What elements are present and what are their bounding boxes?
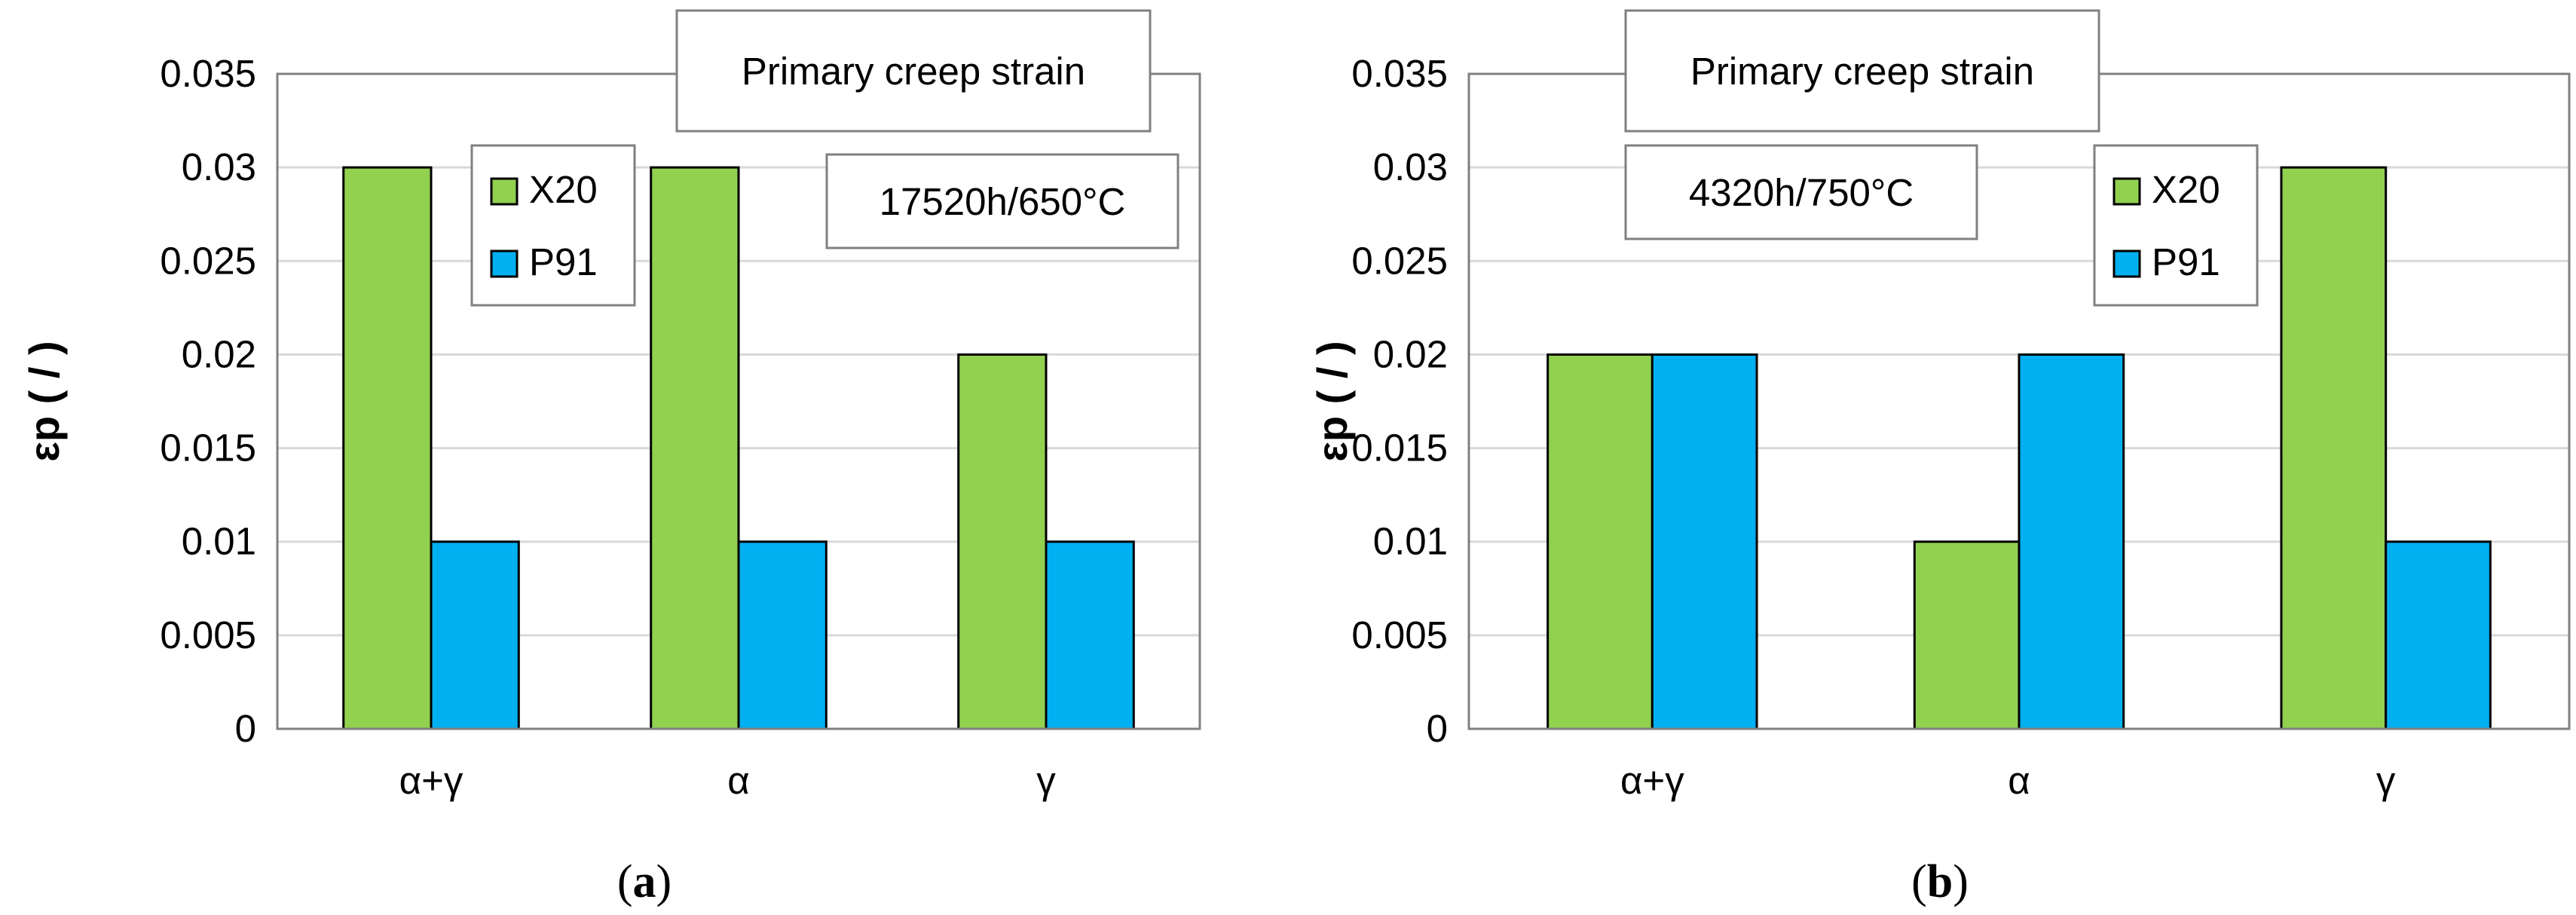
y-tick-label: 0.005	[160, 614, 256, 656]
y-tick-label: 0.015	[160, 427, 256, 470]
bar-x20	[957, 353, 1048, 730]
legend-swatch-x20	[2113, 177, 2141, 206]
y-tick-label: 0.03	[182, 145, 256, 188]
condition-annotation-box: 17520h/650°C	[825, 153, 1179, 249]
bar-x20	[2280, 166, 2388, 730]
panel-label-b: (b)	[1911, 856, 1969, 907]
y-tick-label: 0.01	[1373, 520, 1448, 563]
bar-p91	[1651, 353, 1758, 730]
legend-label-x20: X20	[529, 168, 598, 211]
y-tick-label: 0.025	[160, 239, 256, 282]
panel-label-open-paren: (	[1911, 856, 1927, 907]
bar-p91	[2018, 353, 2125, 730]
condition-annotation-box: 4320h/750°C	[1624, 144, 1978, 240]
legend: X20 P91	[470, 144, 636, 307]
y-tick-label: 0.035	[1351, 52, 1448, 95]
chart-panel-a: 0 0.005 0.01 0.015 0.02 0.025 0.03 0.035 α+γ α γ …	[20, 9, 1201, 907]
panel-label-letter: a	[633, 856, 656, 907]
legend-label-x20: X20	[2152, 168, 2220, 211]
chart-title: Primary creep strain	[1690, 50, 2034, 93]
y-tick-label: 0.01	[182, 520, 256, 563]
condition-annotation: 17520h/650°C	[880, 180, 1126, 223]
x-tick-label: γ	[1036, 759, 1056, 802]
x-tick-label: γ	[2376, 759, 2396, 802]
bar-p91	[1045, 540, 1135, 730]
legend-label-p91: P91	[529, 240, 598, 283]
y-tick-label: 0.02	[182, 332, 256, 375]
bar-x20	[342, 166, 433, 730]
y-tick-label: 0	[235, 707, 256, 750]
bar-x20	[1547, 353, 1654, 730]
y-tick-label: 0.02	[1373, 332, 1448, 375]
y-tick-label: 0.03	[1373, 145, 1448, 188]
legend-swatch-p91	[490, 249, 519, 278]
y-tick-label: 0.035	[160, 52, 256, 95]
condition-annotation: 4320h/750°C	[1689, 171, 1914, 214]
legend-swatch-x20	[490, 177, 519, 206]
x-tick-label: α+γ	[1620, 759, 1684, 802]
chart-title: Primary creep strain	[742, 50, 1085, 93]
bar-p91	[737, 540, 828, 730]
legend: X20 P91	[2093, 144, 2259, 307]
y-axis-label: εp ( / )	[1308, 341, 1356, 461]
chart-title-box: Primary creep strain	[1624, 9, 2100, 133]
bar-p91	[2385, 540, 2492, 730]
bar-x20	[1913, 540, 2021, 730]
y-tick-label: 0.015	[1351, 427, 1448, 470]
y-tick-label: 0.005	[1351, 614, 1448, 656]
y-tick-label: 0	[1427, 707, 1448, 750]
x-tick-label: α+γ	[399, 759, 463, 802]
legend-label-p91: P91	[2152, 240, 2220, 283]
bar-x20	[650, 166, 740, 730]
panel-label-letter: b	[1927, 856, 1953, 907]
panel-label-close-paren: )	[1953, 856, 1969, 907]
chart-panel-b: 0 0.005 0.01 0.015 0.02 0.025 0.03 0.035 α+γ α γ …	[1288, 0, 2576, 915]
y-tick-label: 0.025	[1351, 239, 1448, 282]
panel-label-open-paren: (	[617, 856, 633, 907]
bar-p91	[430, 540, 520, 730]
panel-label-close-paren: )	[656, 856, 672, 907]
y-axis-label: εp ( / )	[20, 341, 68, 461]
chart-title-box: Primary creep strain	[675, 9, 1152, 133]
x-tick-label: α	[727, 759, 749, 802]
x-tick-label: α	[2008, 759, 2030, 802]
panel-label-a: (a)	[617, 856, 672, 907]
legend-swatch-p91	[2113, 249, 2141, 278]
